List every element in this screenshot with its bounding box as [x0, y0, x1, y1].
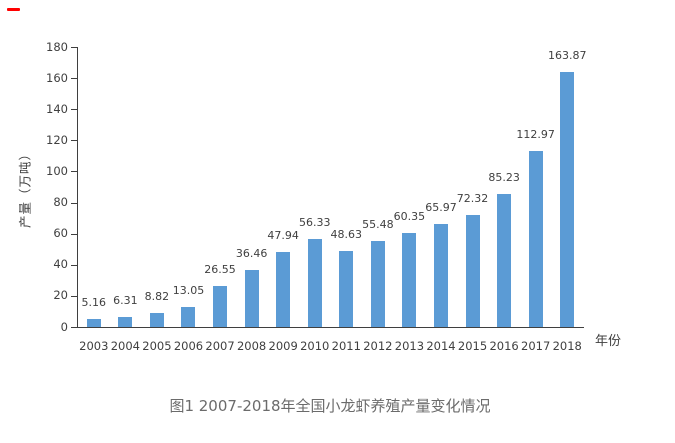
- bar-value-label: 26.55: [204, 262, 236, 276]
- y-tick-label: 100: [46, 163, 68, 178]
- y-tick-mark: [71, 109, 77, 111]
- y-tick-label: 160: [46, 70, 68, 85]
- bar-value-label: 55.48: [362, 217, 394, 231]
- bar-2008: [244, 270, 259, 327]
- y-tick-mark: [71, 264, 77, 266]
- bar-value-label: 72.32: [456, 191, 489, 205]
- x-tick-label: 2007: [205, 339, 235, 353]
- bar-chart: 产量（万吨） 0 20 40 60 80 100 120 140 160 180 5.16 2003 6…: [17, 39, 622, 353]
- y-tick-mark: [71, 78, 77, 80]
- bar-2018: [560, 72, 575, 327]
- bar-value-label: 13.05: [172, 283, 205, 297]
- bar-value-label: 36.46: [235, 247, 268, 261]
- bar-2016: [497, 194, 512, 327]
- bar-value-label: 47.94: [267, 229, 299, 243]
- x-tick-label: 2012: [363, 339, 393, 353]
- bar-2007: [213, 285, 228, 327]
- bar-value-label: 65.97: [425, 201, 457, 215]
- bar-2017: [528, 151, 543, 327]
- y-tick-label: 80: [53, 195, 68, 210]
- y-tick-label: 140: [46, 101, 68, 116]
- bar-value-label: 112.97: [516, 128, 555, 142]
- y-tick-label: 40: [53, 257, 68, 272]
- x-tick-label: 2006: [173, 339, 204, 353]
- x-tick-label: 2008: [236, 339, 267, 353]
- bar-2004: [118, 317, 133, 327]
- bar-value-label: 6.31: [113, 294, 138, 308]
- bar-2015: [465, 214, 480, 327]
- bar-value-label: 60.35: [393, 210, 426, 224]
- x-tick-label: 2014: [426, 339, 456, 353]
- bar-2012: [370, 240, 385, 327]
- y-axis-title: 产量（万吨）: [17, 147, 33, 229]
- y-tick-mark: [71, 140, 77, 142]
- x-tick-label: 2013: [394, 339, 425, 353]
- x-tick-label: 2016: [489, 339, 519, 353]
- bar-2010: [307, 239, 322, 327]
- x-axis-line: [77, 326, 584, 329]
- y-tick-label: 0: [60, 319, 68, 334]
- y-tick-label: 120: [46, 132, 68, 147]
- x-tick-label: 2010: [300, 339, 330, 353]
- y-tick-mark: [71, 171, 77, 173]
- y-tick-label: 60: [53, 226, 68, 241]
- figure-caption: 图1 2007-2018年全国小龙虾养殖产量变化情况: [169, 397, 491, 415]
- bar-value-label: 5.16: [81, 295, 107, 309]
- bar-value-label: 56.33: [298, 216, 331, 230]
- y-tick-label: 20: [53, 288, 68, 303]
- y-tick-mark: [71, 202, 77, 204]
- bar-value-label: 163.87: [547, 49, 587, 63]
- bar-2006: [181, 306, 196, 327]
- bar-2011: [339, 251, 354, 327]
- y-tick-mark: [71, 327, 77, 328]
- bar-value-label: 85.23: [488, 171, 520, 185]
- x-tick-label: 2004: [110, 339, 140, 353]
- x-tick-label: 2017: [521, 339, 551, 353]
- x-tick-label: 2015: [457, 339, 488, 353]
- bar-2014: [433, 224, 448, 327]
- bar-2005: [149, 313, 164, 327]
- y-tick-mark: [71, 295, 77, 297]
- x-tick-label: 2005: [142, 339, 172, 353]
- x-tick-label: 2009: [268, 339, 298, 353]
- y-tick-mark: [71, 233, 77, 235]
- bar-2013: [402, 233, 417, 327]
- y-tick-label: 180: [46, 39, 68, 54]
- y-tick-mark: [71, 47, 77, 48]
- bar-2003: [86, 318, 101, 327]
- bar-value-label: 48.63: [330, 228, 363, 242]
- x-axis-title: 年份: [595, 334, 622, 349]
- x-tick-label: 2018: [552, 339, 582, 353]
- x-tick-label: 2003: [79, 339, 109, 353]
- y-axis-line: [77, 47, 79, 328]
- bar-2009: [276, 252, 291, 327]
- red-dash-annotation: [7, 8, 20, 11]
- bar-value-label: 8.82: [144, 290, 170, 304]
- x-tick-label: 2011: [331, 339, 361, 353]
